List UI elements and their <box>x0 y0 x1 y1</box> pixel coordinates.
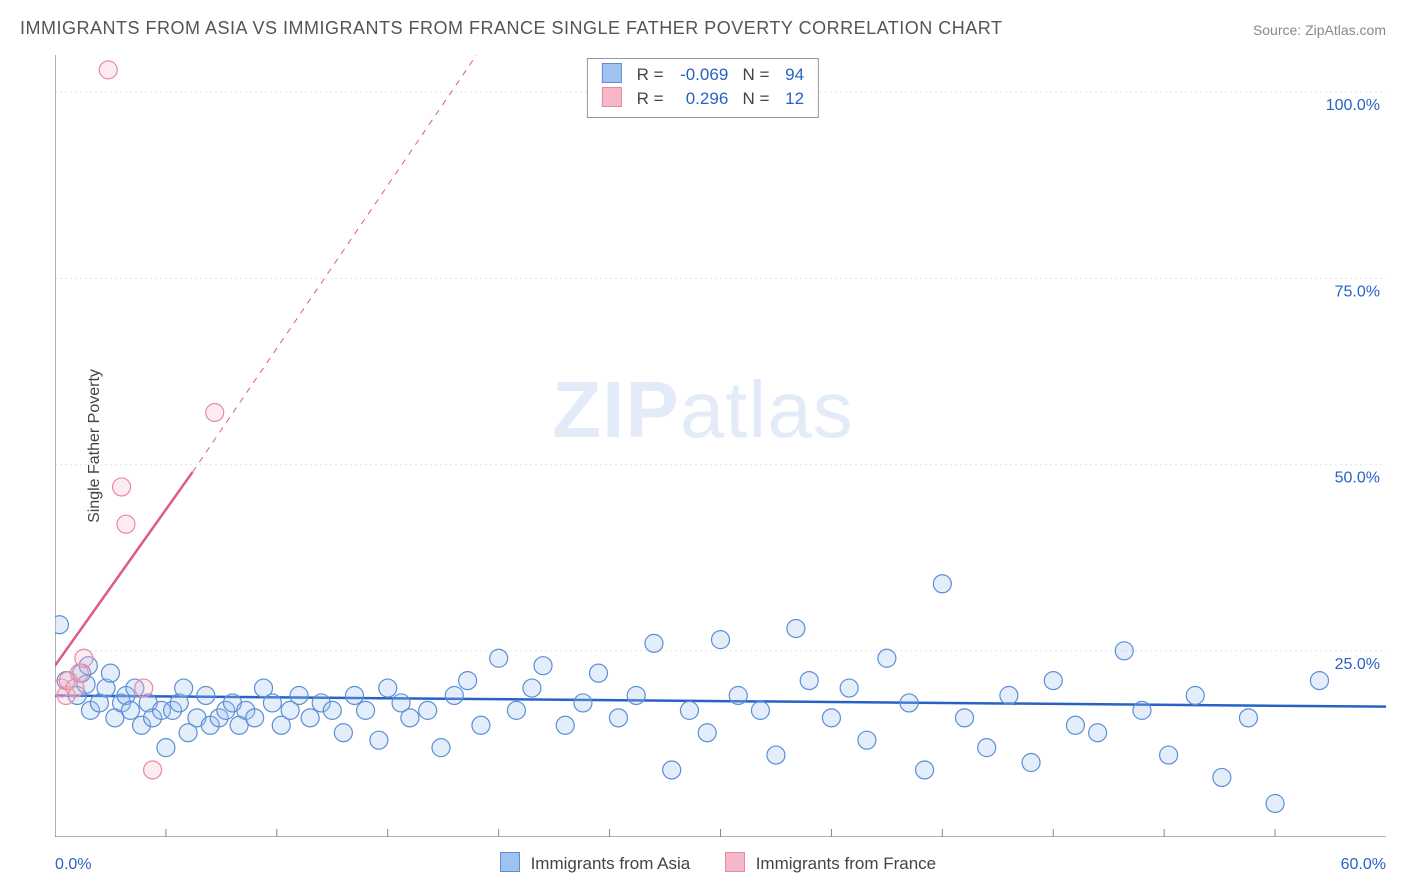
n-value: 12 <box>774 87 804 111</box>
stats-row: R = 0.296 N = 12 <box>602 87 804 111</box>
legend-swatch <box>500 852 520 872</box>
legend-label: Immigrants from France <box>756 854 936 873</box>
scatter-chart: 25.0% 50.0% 75.0% 100.0% <box>55 55 1386 837</box>
plot-area: 25.0% 50.0% 75.0% 100.0% <box>55 55 1386 837</box>
svg-text:75.0%: 75.0% <box>1335 283 1380 300</box>
legend: Immigrants from Asia Immigrants from Fra… <box>0 852 1406 874</box>
series-swatch <box>602 87 622 107</box>
n-value: 94 <box>774 63 804 87</box>
chart-title: IMMIGRANTS FROM ASIA VS IMMIGRANTS FROM … <box>20 18 1002 39</box>
svg-text:100.0%: 100.0% <box>1326 97 1380 114</box>
svg-text:50.0%: 50.0% <box>1335 470 1380 487</box>
correlation-stats-box: R = -0.069 N = 94 R = 0.296 N = 12 <box>587 58 819 118</box>
source-attribution: Source: ZipAtlas.com <box>1253 22 1386 38</box>
source-label: Source: <box>1253 22 1305 38</box>
legend-label: Immigrants from Asia <box>531 854 691 873</box>
stats-row: R = -0.069 N = 94 <box>602 63 804 87</box>
svg-text:25.0%: 25.0% <box>1335 656 1380 673</box>
legend-swatch <box>725 852 745 872</box>
series-swatch <box>602 63 622 83</box>
source-value: ZipAtlas.com <box>1305 22 1386 38</box>
r-value: -0.069 <box>668 63 728 87</box>
r-value: 0.296 <box>668 87 728 111</box>
